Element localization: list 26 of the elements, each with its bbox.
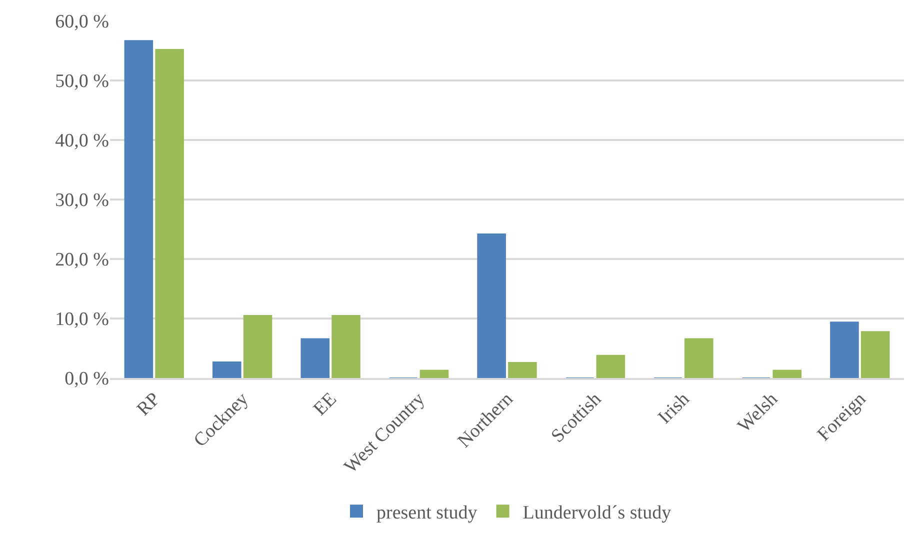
y-tick-label: 50,0 % bbox=[55, 71, 110, 92]
y-tick-label: 30,0 % bbox=[55, 190, 110, 212]
bar bbox=[243, 315, 272, 378]
bar bbox=[332, 315, 360, 378]
bar bbox=[212, 361, 242, 378]
bar bbox=[772, 370, 802, 378]
bar bbox=[300, 338, 330, 378]
y-tick-label: 10,0 % bbox=[55, 309, 110, 330]
bar bbox=[124, 40, 154, 378]
legend-label: Lundervold´s study bbox=[522, 502, 672, 524]
y-tick-label: 0,0 % bbox=[64, 368, 110, 390]
x-tick-label: Irish bbox=[654, 388, 694, 428]
y-tick-label: 20,0 % bbox=[55, 250, 110, 271]
legend-label: present study bbox=[376, 502, 478, 524]
x-tick-label: RP bbox=[133, 388, 164, 420]
x-tick-label: EE bbox=[310, 388, 341, 420]
bar bbox=[684, 338, 714, 378]
bar bbox=[477, 234, 506, 378]
bar bbox=[508, 362, 537, 378]
y-tick-label: 40,0 % bbox=[55, 130, 110, 152]
bar bbox=[596, 354, 626, 378]
bar bbox=[420, 370, 449, 378]
bar bbox=[860, 331, 890, 378]
y-tick-label: 60,0 % bbox=[55, 12, 110, 33]
bar bbox=[155, 49, 184, 378]
bar bbox=[830, 322, 859, 378]
